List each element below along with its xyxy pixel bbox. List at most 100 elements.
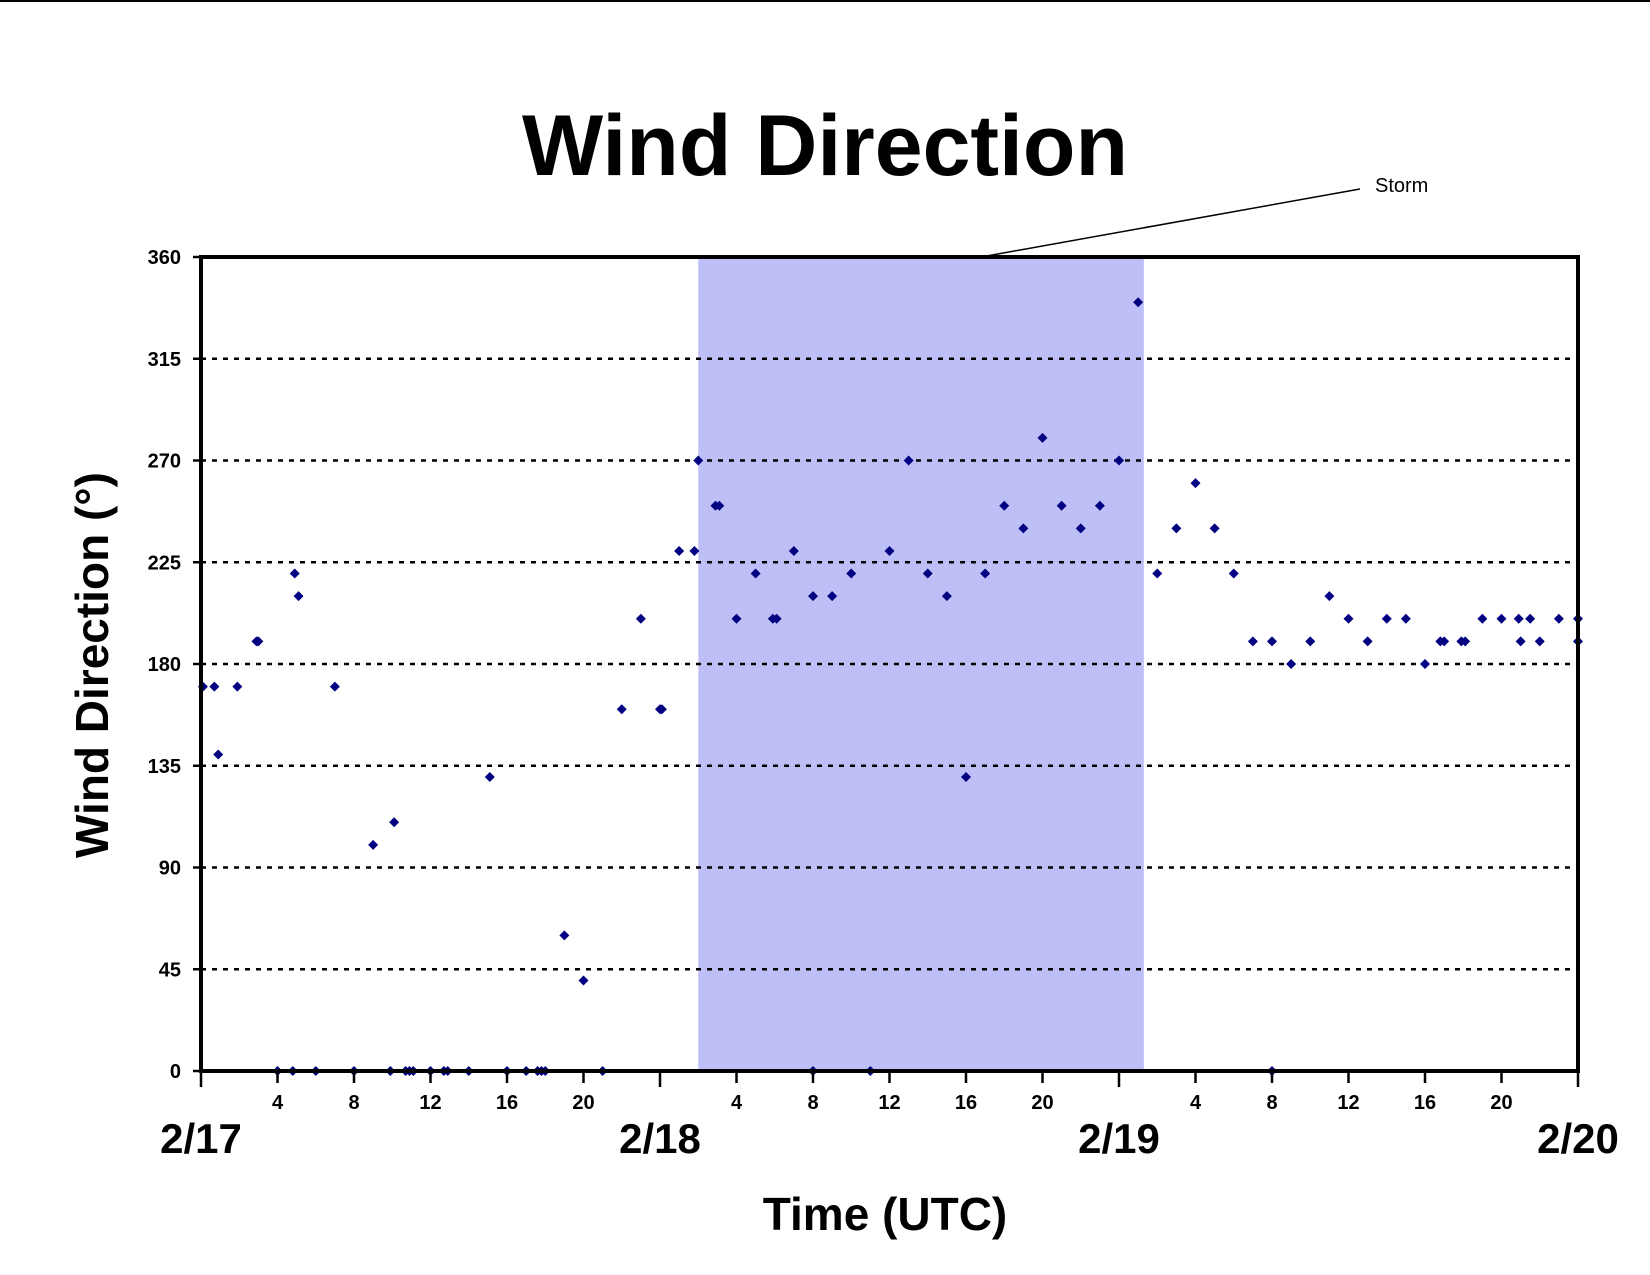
data-point	[808, 591, 818, 602]
date-labels: 2/17 2/18 2/19 2/20	[160, 1071, 1619, 1162]
y-tick-label: 90	[159, 858, 181, 880]
x-tick-label: 12	[1337, 1092, 1359, 1114]
data-point	[1439, 636, 1450, 647]
data-point	[1362, 636, 1373, 647]
y-axis-ticks: 0 45 90 135 180 225 270 315 360	[148, 247, 201, 1083]
x-tick-label: 20	[1031, 1092, 1053, 1114]
y-tick-label: 315	[148, 349, 181, 371]
data-point	[999, 500, 1010, 511]
x-axis-label: Time (UTC)	[763, 1188, 1008, 1240]
data-points	[197, 297, 1583, 1076]
x-tick-label: 4	[1190, 1092, 1202, 1114]
data-point	[1513, 613, 1524, 624]
data-point	[1094, 500, 1105, 511]
data-point	[771, 613, 782, 624]
x-tick-label: 8	[807, 1092, 818, 1114]
data-point	[1286, 659, 1297, 669]
data-point	[1190, 478, 1201, 489]
x-tick-label: 12	[419, 1092, 441, 1114]
data-point	[1075, 523, 1086, 534]
data-point	[731, 613, 742, 624]
data-point	[1420, 659, 1430, 669]
date-label: 2/19	[1078, 1115, 1160, 1162]
data-point	[635, 613, 646, 624]
data-point	[1496, 613, 1507, 624]
data-point	[1400, 613, 1411, 624]
data-point	[329, 681, 340, 692]
y-tick-label: 225	[148, 552, 181, 574]
data-point	[922, 568, 933, 579]
x-tick-label: 4	[731, 1092, 743, 1114]
data-point	[1228, 568, 1239, 579]
data-point	[1515, 636, 1526, 647]
data-point	[1305, 636, 1316, 647]
data-point	[1477, 613, 1488, 624]
data-point	[289, 568, 300, 579]
x-tick-label: 16	[955, 1092, 977, 1114]
data-point	[750, 568, 761, 579]
y-tick-label: 270	[148, 451, 181, 473]
data-point	[293, 591, 304, 602]
data-point	[1247, 636, 1258, 647]
data-point	[961, 772, 971, 783]
top-border-line	[0, 0, 1650, 2]
data-point	[827, 591, 838, 602]
data-point	[884, 545, 895, 556]
data-point	[846, 568, 857, 579]
x-tick-label: 16	[1414, 1092, 1436, 1114]
data-point	[1114, 455, 1124, 466]
y-tick-label: 135	[148, 756, 181, 778]
data-point	[1534, 636, 1545, 647]
y-tick-label: 180	[148, 654, 181, 676]
data-point	[714, 500, 725, 511]
data-point	[1525, 613, 1536, 624]
data-point	[232, 681, 243, 692]
data-point	[788, 545, 799, 556]
date-label: 2/17	[160, 1115, 242, 1162]
data-point	[1037, 432, 1048, 443]
y-tick-label: 45	[159, 959, 181, 981]
data-point	[980, 568, 991, 579]
x-tick-label: 16	[496, 1092, 518, 1114]
data-point	[253, 636, 264, 647]
x-axis-ticks: 4 8 12 16 20 4 8 12 16 20 4 8 12 16 20	[272, 1071, 1513, 1114]
data-point	[1209, 523, 1220, 534]
data-point	[559, 930, 570, 941]
data-point	[368, 839, 379, 850]
y-tick-label: 0	[170, 1061, 181, 1083]
data-point	[674, 545, 685, 556]
data-point	[578, 975, 589, 986]
data-point	[903, 455, 914, 466]
data-point	[693, 455, 704, 466]
data-point	[484, 772, 495, 783]
storm-annotation-leader-line	[980, 188, 1361, 258]
data-point	[1018, 523, 1029, 534]
y-tick-label: 360	[148, 247, 181, 269]
x-tick-label: 20	[1490, 1092, 1512, 1114]
data-point	[1171, 523, 1182, 534]
gridlines	[201, 357, 1578, 971]
data-point	[1152, 568, 1163, 579]
x-tick-label: 12	[878, 1092, 900, 1114]
y-axis-label: Wind Direction (°)	[66, 472, 118, 858]
data-point	[209, 681, 220, 692]
data-point	[941, 591, 952, 602]
data-point	[1056, 500, 1067, 511]
data-point	[1460, 636, 1471, 647]
data-point	[213, 749, 224, 760]
date-label: 2/18	[619, 1115, 701, 1162]
data-point	[616, 704, 627, 715]
x-tick-label: 20	[572, 1092, 594, 1114]
x-tick-label: 4	[272, 1092, 284, 1114]
data-point	[1133, 297, 1144, 308]
chart-title: Wind Direction	[522, 98, 1128, 194]
x-tick-label: 8	[1266, 1092, 1277, 1114]
data-point	[1324, 591, 1335, 602]
date-label: 2/20	[1537, 1115, 1619, 1162]
storm-shaded-region	[698, 257, 1144, 1071]
storm-annotation-label: Storm	[1375, 175, 1428, 197]
data-point	[1381, 613, 1392, 624]
data-point	[389, 817, 400, 828]
data-point	[1343, 613, 1354, 624]
